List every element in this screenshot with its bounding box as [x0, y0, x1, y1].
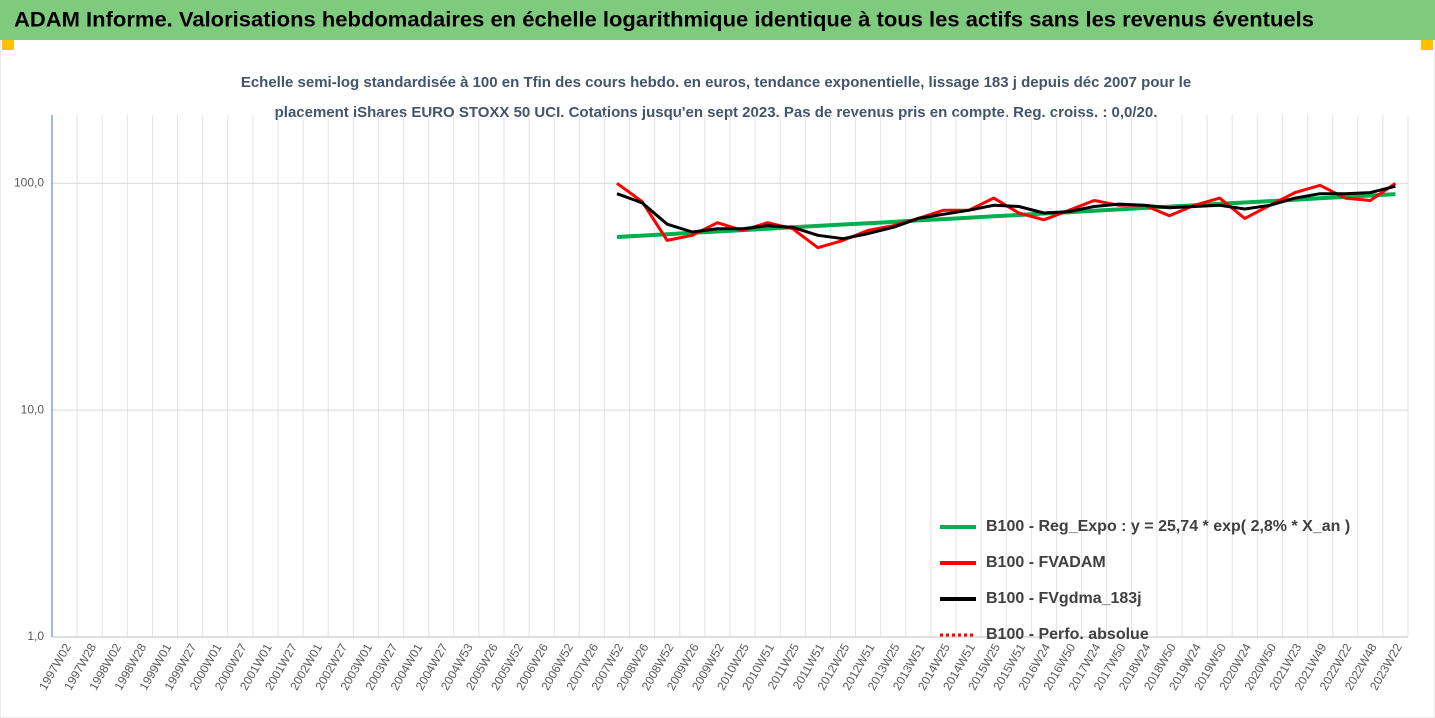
legend-label: B100 - Reg_Expo : y = 25,74 * exp( 2,8% … [986, 518, 1350, 535]
chart-subtitle: placement iShares EURO STOXX 50 UCI. Cot… [275, 104, 1158, 121]
legend-label: B100 - FVADAM [986, 554, 1106, 571]
series-line [616, 184, 1396, 241]
title-bar [0, 0, 1435, 40]
y-tick-label: 100,0 [14, 175, 44, 189]
y-tick-label: 1,0 [27, 629, 44, 643]
corner-mark [1421, 40, 1433, 50]
chart-title: ADAM Informe. Valorisations hebdomadaire… [14, 9, 1314, 32]
legend-label: B100 - FVgdma_183j [986, 590, 1142, 607]
legend-label: B100 - Perfo. absolue [986, 626, 1149, 643]
y-tick-label: 10,0 [21, 402, 45, 416]
corner-mark [2, 40, 14, 50]
chart-subtitle: Echelle semi-log standardisée à 100 en T… [241, 74, 1191, 91]
